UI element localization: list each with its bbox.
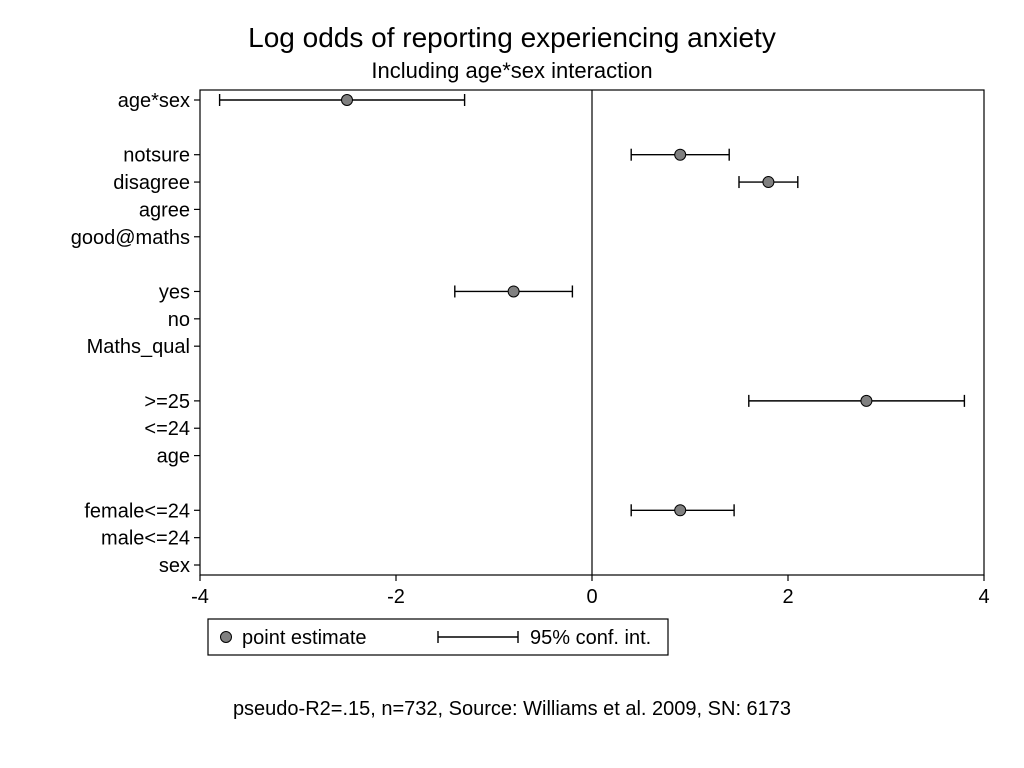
y-category-label: sex: [159, 555, 190, 577]
x-tick-label: -4: [191, 586, 209, 608]
y-category-label: notsure: [123, 145, 190, 167]
legend-label: 95% conf. int.: [530, 627, 651, 649]
y-category-label: good@maths: [71, 227, 190, 249]
point-estimate-marker: [763, 177, 774, 188]
y-category-label: agree: [139, 199, 190, 221]
y-category-label: disagree: [113, 172, 190, 194]
legend-label: point estimate: [242, 627, 367, 649]
y-category-label: female<=24: [84, 500, 190, 522]
y-category-label: no: [168, 309, 190, 331]
x-tick-label: 4: [978, 586, 989, 608]
chart-caption: pseudo-R2=.15, n=732, Source: Williams e…: [0, 698, 1024, 721]
y-category-label: >=25: [144, 391, 190, 413]
point-estimate-marker: [861, 395, 872, 406]
x-tick-label: 2: [782, 586, 793, 608]
x-tick-label: -2: [387, 586, 405, 608]
legend-marker-icon: [221, 632, 232, 643]
y-category-label: age*sex: [118, 90, 190, 112]
y-category-label: Maths_qual: [87, 336, 190, 358]
y-category-label: <=24: [144, 418, 190, 440]
y-category-label: age: [157, 446, 190, 468]
y-category-label: male<=24: [101, 528, 190, 550]
point-estimate-marker: [508, 286, 519, 297]
y-category-label: yes: [159, 281, 190, 303]
point-estimate-marker: [675, 149, 686, 160]
x-tick-label: 0: [586, 586, 597, 608]
forest-plot: -4 -2 0 2 4 age*sex notsure disagree agree good@m…: [0, 0, 1024, 768]
point-estimate-marker: [342, 95, 353, 106]
point-estimate-marker: [675, 505, 686, 516]
